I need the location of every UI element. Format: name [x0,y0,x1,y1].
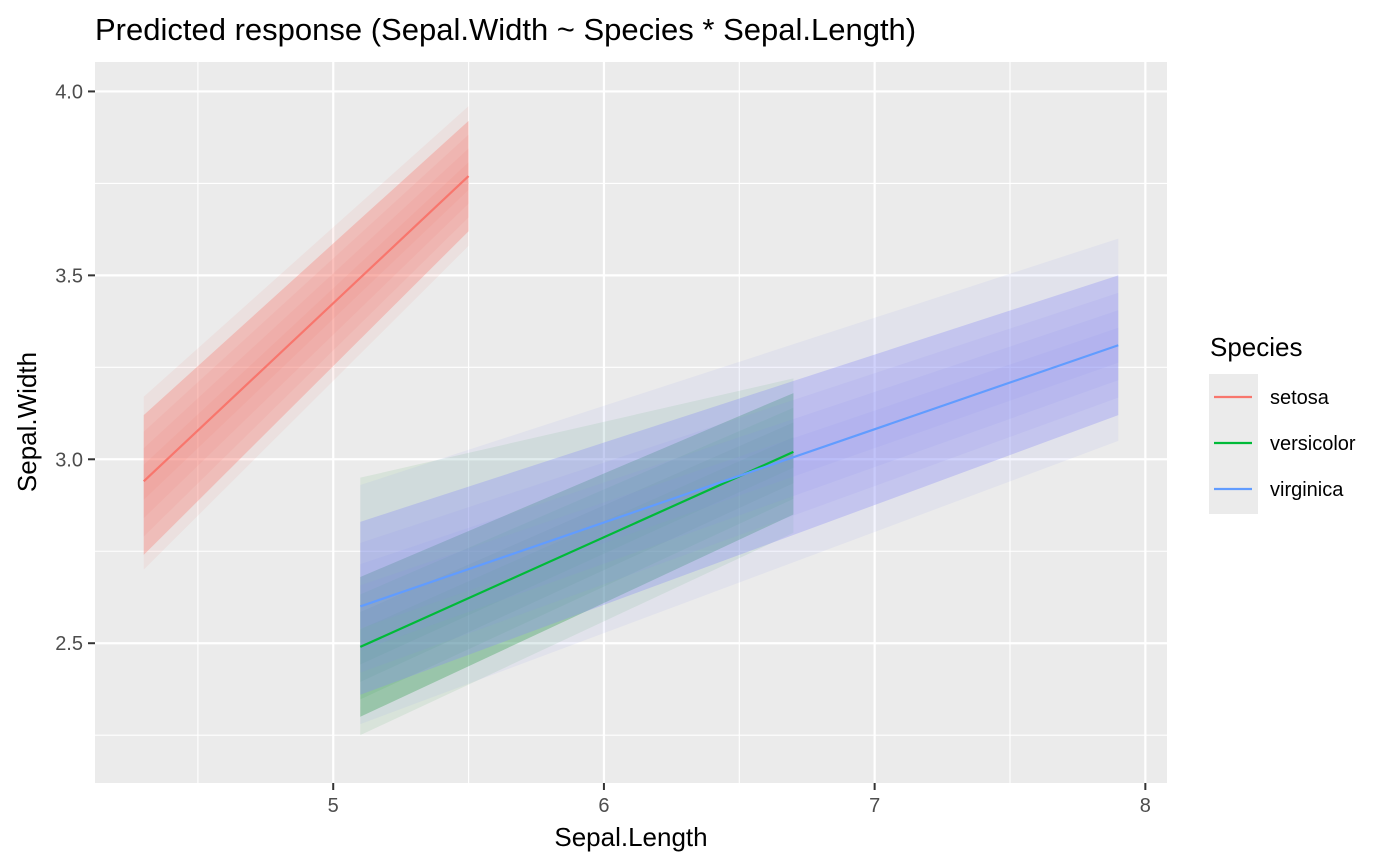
x-tick-label: 6 [598,795,609,817]
series-band-core-versicolor [360,422,794,682]
x-axis: 5 6 7 8 [328,783,1151,817]
series-line-setosa [142,175,470,483]
y-axis: 2.5 3.0 3.5 4.0 [55,81,95,655]
chart-title: Predicted response (Sepal.Width ~ Specie… [95,12,916,47]
series-lines [142,175,1119,648]
legend: Species setosa versicolor virginica [1209,332,1356,514]
series-band-outer-virginica [360,238,1119,725]
legend-label-setosa: setosa [1270,387,1330,409]
x-axis-title: Sepal.Length [554,822,707,852]
series-line-versicolor [359,450,794,648]
series-band-core-setosa [143,162,469,500]
legend-label-virginica: virginica [1270,479,1344,501]
series-band-core-virginica [360,292,1119,673]
x-tick-label: 5 [328,795,339,817]
series-band-core-setosa [143,148,469,519]
series-band-core-virginica [360,310,1119,651]
x-tick-label: 7 [869,795,880,817]
series-band-outer-versicolor [360,378,794,736]
y-tick-label: 2.5 [55,633,83,655]
confidence-bands [143,106,1119,736]
series-band-versicolor [360,393,794,717]
plot-panel [95,62,1167,783]
y-axis-title: Sepal.Width [12,352,42,492]
series-band-core-versicolor [360,407,794,700]
y-tick-label: 3.5 [55,265,83,287]
y-tick-label: 3.0 [55,449,83,471]
x-tick-label: 8 [1140,795,1151,817]
series-band-virginica [360,275,1119,695]
major-gridlines [95,62,1167,783]
series-band-core-setosa [143,134,469,537]
series-band-core-virginica [360,327,1119,629]
series-line-virginica [359,344,1119,608]
minor-gridlines [95,62,1167,783]
y-tick-label: 4.0 [55,81,83,103]
legend-label-versicolor: versicolor [1270,433,1356,455]
legend-title: Species [1210,332,1303,362]
series-band-setosa [143,120,469,555]
series-band-outer-setosa [143,106,469,570]
